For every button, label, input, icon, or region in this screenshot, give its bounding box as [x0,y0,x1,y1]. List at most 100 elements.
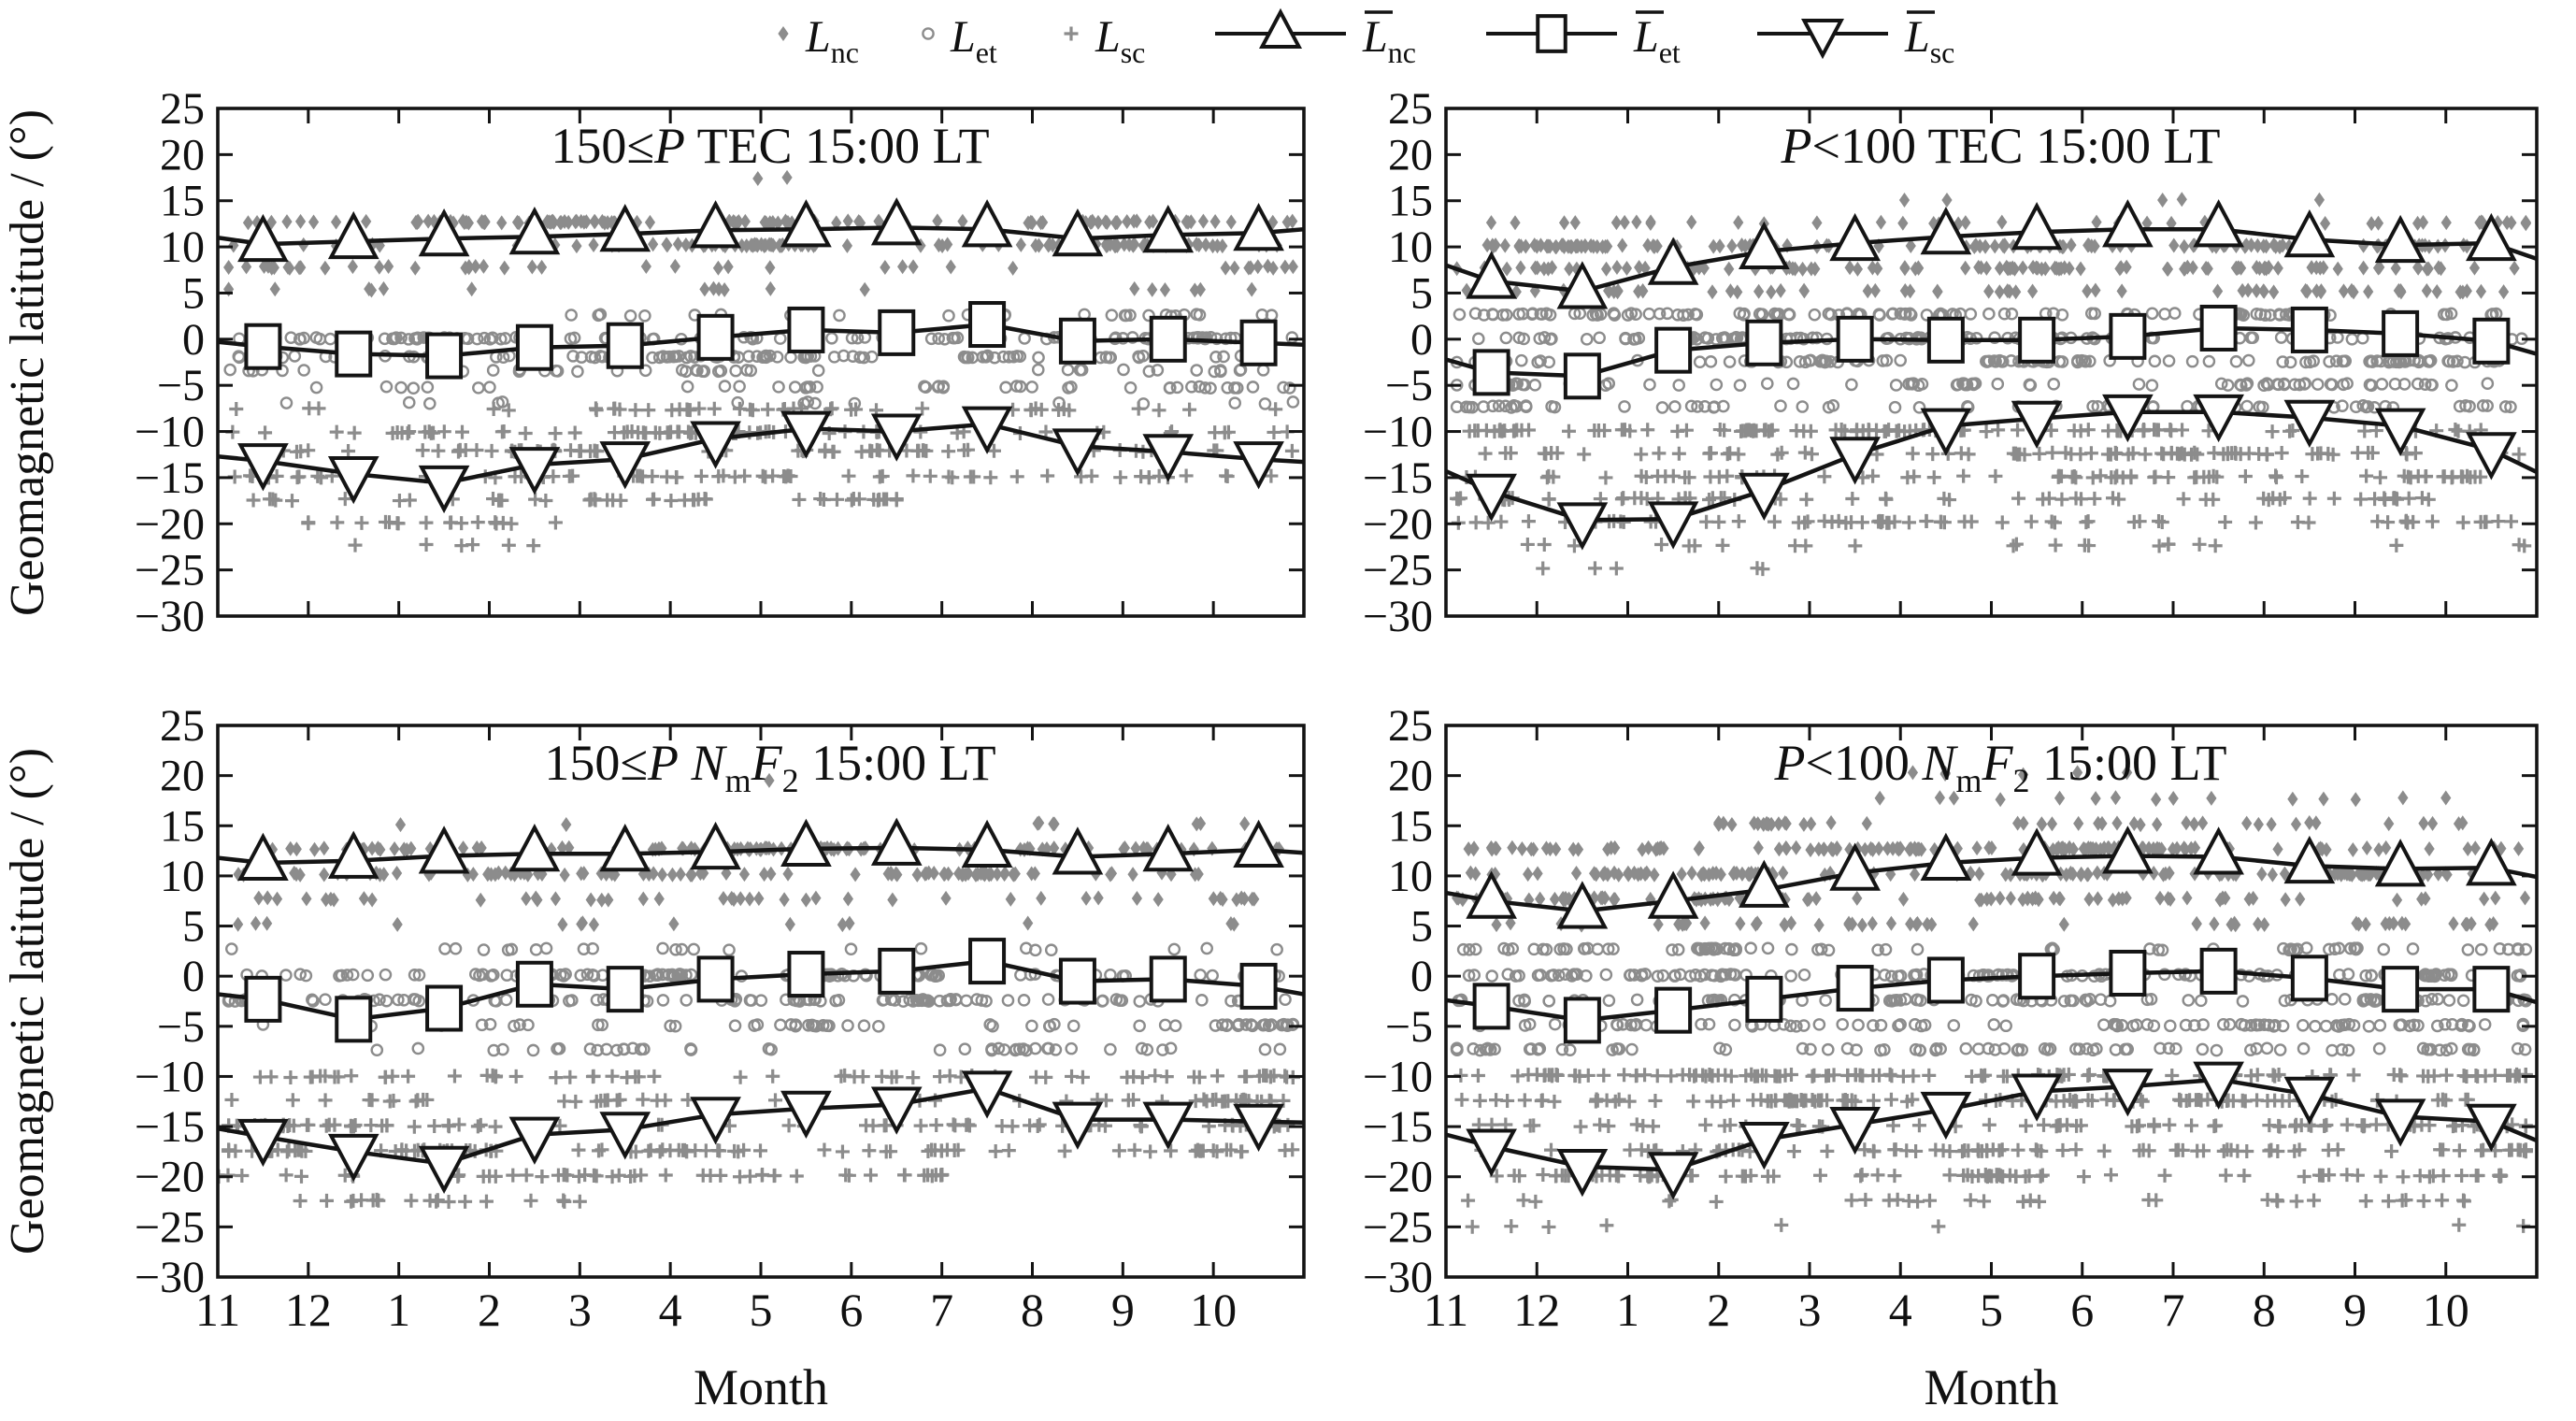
square-icon [968,938,1007,985]
diamond-icon [2381,840,2392,855]
diamond-icon [1049,840,1060,856]
diamond-icon [2372,215,2384,231]
diamond-icon [2157,192,2168,208]
plus-icon [1715,538,1730,553]
diamond-icon [1486,841,1497,857]
circle-icon [1782,308,1796,322]
circle-icon [1142,365,1156,378]
diamond-icon [2318,260,2329,276]
circle-icon [1065,1041,1079,1055]
triangle-down-icon [599,1112,651,1160]
circle-icon [825,331,838,345]
circle-icon [1533,332,1547,345]
plus-icon [458,1194,473,1209]
circle-icon [2182,994,2196,1007]
plus-icon [1268,402,1283,417]
diamond-icon [2115,260,2126,276]
plus-icon [692,401,707,416]
circle-icon [2185,354,2199,368]
circle-icon [2097,1018,2111,1031]
circle-icon [2336,399,2349,412]
plus-icon [2439,1068,2454,1083]
plus-icon [1765,423,1780,438]
plus-icon [319,1193,334,1208]
circle-icon [1702,1017,1716,1031]
plus-icon [613,493,628,508]
diamond-icon [1971,840,1982,856]
circle-icon [2360,400,2373,414]
diamond-icon [1549,891,1561,907]
square-icon [606,322,644,369]
plus-icon [265,492,280,507]
circle-icon [980,351,993,364]
circle-icon [610,1043,623,1057]
plus-icon [298,1143,313,1158]
diamond-icon [2001,259,2012,275]
plus-icon [927,1142,942,1157]
circle-icon [2349,942,2363,956]
circle-icon [2349,400,2363,414]
plus-icon [2406,514,2421,529]
y-tick-label: −20 [135,499,205,549]
plus-icon [1561,423,1576,438]
diamond-icon [1779,916,1790,932]
y-tick-label: 0 [1410,315,1433,365]
diamond-icon [1813,917,1825,933]
y-tick-label: −15 [135,453,205,503]
circle-icon [2038,1041,2052,1055]
plus-icon [1664,1069,1679,1084]
mean-markers-Let_mean [1472,304,2511,400]
diamond-icon [308,214,320,230]
circle-icon [740,364,753,377]
circle-icon [1668,400,1682,413]
diamond-icon [2095,841,2106,857]
circle-icon [1020,941,1033,955]
circle-icon [1755,308,1769,321]
diamond-icon [1637,283,1649,299]
plus-icon [1567,538,1581,553]
square-icon [1926,316,1965,364]
diamond-icon [576,866,587,882]
diamond-icon [2260,238,2272,254]
plus-icon [897,1168,912,1183]
diamond-icon [2054,790,2066,806]
plus-icon [1609,561,1624,576]
diamond-icon [2107,892,2119,908]
diamond-icon [366,892,378,908]
mean-markers-Lnc_mean [237,817,1284,881]
diamond-icon [424,840,436,856]
y-tick-label: 0 [182,315,205,365]
circle-icon [2419,994,2433,1008]
scatter-row-circle [1456,941,2533,957]
diamond-icon [1897,891,1910,907]
circle-icon [1804,1042,1817,1056]
circle-icon [1209,351,1223,364]
diamond-icon [1510,215,1521,231]
plus-icon [835,1144,850,1159]
plus-icon [2011,423,2025,438]
circle-icon [2164,1019,2177,1033]
circle-icon [1563,1043,1577,1056]
square-icon [1239,962,1278,1010]
circle-icon [2240,379,2254,392]
legend-item-plus: Lsc [1064,12,1145,69]
y-tick-label: −30 [135,592,205,641]
diamond-icon [842,213,853,229]
plus-icon [447,1069,462,1084]
diamond-icon [723,213,736,229]
circle-icon [988,351,1001,365]
diamond-icon [1895,840,1906,856]
plus-icon [2389,538,2404,553]
plus-icon [2176,492,2191,507]
plus-icon [246,493,261,508]
diamond-icon [1570,866,1582,882]
circle-icon [410,332,423,346]
circle-icon [2445,1041,2458,1055]
diamond-icon [1805,842,1816,858]
diamond-icon [263,258,274,274]
circle-icon [2111,1019,2125,1033]
circle-icon [751,1018,765,1031]
circle-icon [1467,1042,1481,1055]
circle-icon [2366,355,2379,368]
circle-icon [1123,380,1138,395]
